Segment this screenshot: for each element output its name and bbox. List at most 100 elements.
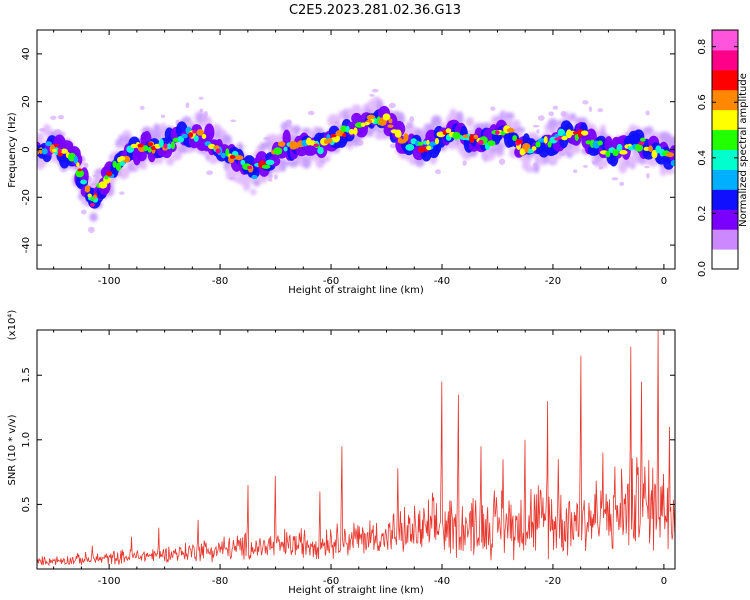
- heatmap-cell: [76, 162, 80, 168]
- heatmap-cell: [87, 193, 92, 198]
- heatmap-cell: [151, 147, 156, 151]
- heatmap-cell: [462, 134, 469, 138]
- heatmap-cell: [289, 140, 298, 150]
- heatmap-cell: [57, 148, 62, 154]
- heatmap-cell: [591, 160, 597, 165]
- heatmap-cell: [73, 155, 79, 164]
- heatmap-cell: [75, 169, 84, 178]
- heatmap-cell: [87, 226, 95, 234]
- heatmap-cell: [504, 112, 515, 120]
- heatmap-cell: [561, 135, 568, 141]
- colorbar-swatch: [712, 249, 738, 270]
- heatmap-cell: [548, 111, 554, 117]
- heatmap-cell: [171, 150, 183, 161]
- heatmap-cell: [498, 158, 506, 165]
- heatmap-cell: [41, 148, 48, 155]
- heatmap-cell: [230, 119, 237, 123]
- heatmap-cell: [153, 123, 161, 135]
- heatmap-cell: [348, 128, 355, 135]
- heatmap-cell: [511, 119, 521, 129]
- heatmap-cell: [247, 166, 253, 170]
- heatmap-cell: [409, 116, 415, 123]
- heatmap-cell: [201, 133, 207, 139]
- heatmap-cell: [516, 138, 520, 143]
- x-tick-label: -20: [545, 576, 561, 587]
- colorbar-tick-label: 0.4: [697, 150, 708, 166]
- heatmap-cell: [597, 140, 603, 146]
- heatmap-cell: [340, 125, 348, 133]
- heatmap-cell: [357, 139, 364, 146]
- heatmap-cell: [188, 132, 194, 138]
- colorbar-tick-label: 0.6: [697, 94, 708, 110]
- heatmap-cell: [525, 166, 535, 173]
- heatmap-cell: [192, 129, 196, 134]
- heatmap-cell: [293, 124, 300, 136]
- heatmap-cell: [273, 174, 278, 180]
- colorbar-swatch: [712, 209, 738, 230]
- heatmap-cell: [397, 137, 403, 143]
- heatmap-cell: [242, 178, 251, 192]
- snr-y-axis: 0.5 1.0 1.5: [21, 367, 675, 512]
- heatmap-cell: [665, 152, 675, 158]
- heatmap-cell: [53, 143, 60, 147]
- heatmap-cell: [382, 113, 391, 121]
- heatmap-cell: [225, 148, 230, 157]
- heatmap-cell: [327, 137, 333, 144]
- heatmap-cell: [240, 159, 246, 166]
- heatmap-cell: [196, 129, 204, 136]
- heatmap-cell: [84, 185, 91, 193]
- heatmap-cell: [588, 106, 593, 113]
- heatmap-cell: [112, 160, 117, 168]
- heatmap-cell: [307, 110, 315, 116]
- heatmap-cell: [597, 108, 604, 113]
- heatmap-cell: [611, 177, 619, 181]
- heatmap-cell: [490, 106, 496, 111]
- heatmap-cell: [612, 148, 619, 157]
- heatmap-cell: [628, 143, 632, 147]
- heatmap-cell: [405, 143, 415, 151]
- y-tick-label: -20: [21, 189, 32, 205]
- heatmap-cell: [147, 142, 154, 147]
- heatmap-cell: [465, 116, 475, 128]
- heatmap-cell: [283, 146, 288, 152]
- heatmap-cell: [147, 146, 152, 153]
- colorbar-axis: 0.0 0.2 0.4 0.6 0.8: [697, 39, 738, 277]
- heatmap-cell: [405, 124, 413, 129]
- heatmap-cell: [394, 129, 402, 138]
- heatmap-cell: [199, 108, 203, 113]
- heatmap-cell: [136, 149, 147, 162]
- snr-y-label: SNR (10 * v/v): [7, 414, 18, 485]
- heatmap-cell: [139, 105, 145, 110]
- heatmap-cell: [426, 145, 432, 151]
- heatmap-cell: [143, 145, 149, 152]
- heatmap-cell: [346, 140, 353, 147]
- heatmap-cell: [663, 167, 675, 175]
- heatmap-cell: [342, 133, 347, 138]
- heatmap-cell: [80, 179, 88, 185]
- x-tick-label: -20: [545, 276, 561, 287]
- heatmap-cell: [403, 133, 409, 142]
- heatmap-cell: [45, 141, 52, 147]
- heatmap-cell: [644, 165, 650, 169]
- heatmap-cell: [577, 133, 583, 138]
- heatmap-cell: [512, 135, 518, 142]
- spectrogram-heatmap: [37, 88, 675, 234]
- heatmap-cell: [137, 143, 144, 148]
- heatmap-cell: [619, 150, 628, 155]
- heatmap-cell: [524, 149, 529, 153]
- colorbar-swatch: [712, 229, 738, 250]
- snr-x-axis: -100 -80 -60 -40 -20 0: [53, 330, 667, 587]
- heatmap-cell: [322, 155, 331, 162]
- heatmap-cell: [83, 162, 89, 169]
- colorbar-swatch: [712, 189, 738, 210]
- x-tick-label: 0: [661, 576, 667, 587]
- y-tick-label: 0.5: [21, 496, 32, 512]
- heatmap-cell: [435, 169, 441, 175]
- heatmap-cell: [580, 130, 589, 136]
- heatmap-cell: [388, 118, 393, 124]
- heatmap-core: [37, 105, 675, 209]
- heatmap-cell: [89, 212, 98, 222]
- snr-x-label: Height of straight line (km): [288, 585, 424, 596]
- heatmap-cell: [550, 127, 555, 134]
- colorbar-tick-label: 0.2: [697, 205, 708, 221]
